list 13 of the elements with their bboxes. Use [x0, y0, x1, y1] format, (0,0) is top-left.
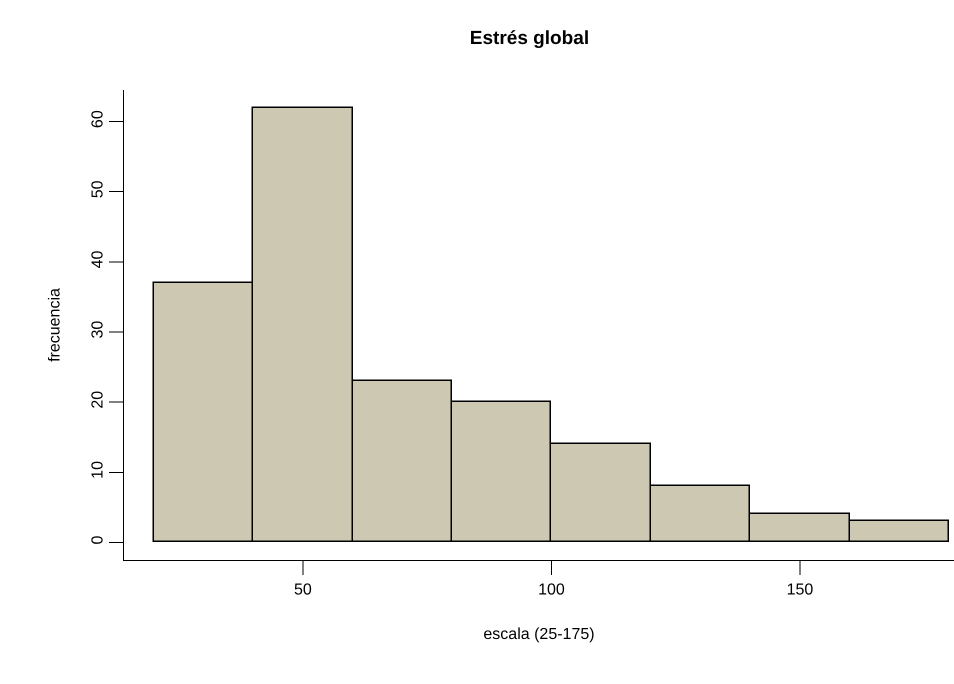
x-axis-title: escala (25-175): [483, 626, 595, 644]
y-tick-label: 30: [89, 320, 106, 339]
x-tick-label: 150: [786, 581, 814, 598]
y-axis-title: frecuencia: [46, 288, 64, 362]
y-tick-label: 20: [89, 390, 106, 409]
x-tick-label: 50: [294, 581, 312, 598]
y-tick-label: 10: [89, 460, 106, 479]
y-tick-label: 40: [89, 250, 106, 268]
x-tick-label: 100: [538, 581, 565, 598]
chart-title: Estrés global: [470, 28, 590, 50]
y-tick-label: 50: [89, 180, 106, 198]
y-tick-label: 0: [89, 536, 106, 545]
y-tick-label: 60: [89, 110, 106, 128]
